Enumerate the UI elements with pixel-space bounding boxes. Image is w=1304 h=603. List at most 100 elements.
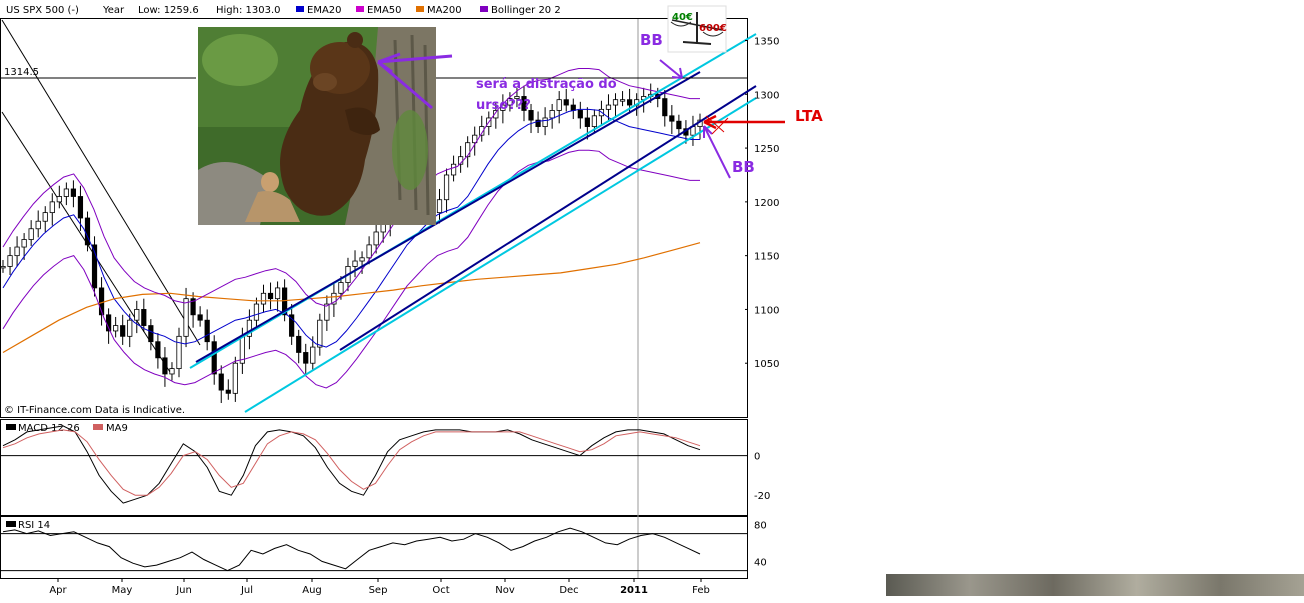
price-tick-label-5: 1300	[754, 90, 779, 101]
x-tick-label-1: May	[112, 585, 133, 596]
person-body	[245, 191, 300, 222]
price-axis: 1050 1100 1150 1200 1250 1300 1350	[745, 37, 779, 370]
candle-body-8	[56, 196, 62, 203]
candle-body-27	[190, 298, 196, 316]
bear-photo	[198, 27, 436, 225]
bb-bottom-label: BB	[732, 158, 755, 176]
rsi-legend-swatch	[6, 521, 16, 527]
candle-body-79	[556, 99, 562, 111]
bear-arm	[345, 107, 380, 135]
rsi-panel: 40 80	[1, 520, 767, 572]
ma200-line	[2, 242, 701, 354]
candle-body-3	[21, 239, 27, 248]
photo-strip	[886, 574, 1304, 596]
candle-body-21	[148, 325, 154, 343]
candle-body-46	[324, 303, 330, 321]
candle-body-37	[260, 292, 267, 305]
rsi-tick-label-0: 40	[754, 557, 767, 568]
candle-body-29	[204, 319, 210, 343]
candle-body-81	[570, 104, 576, 111]
candle-body-25	[176, 335, 182, 369]
downtrend-line-1	[1, 19, 201, 346]
channel-lower-light	[244, 97, 757, 413]
scale-left-value: 40€	[672, 12, 693, 23]
candle-body-40	[282, 287, 288, 316]
period-label: Year	[102, 5, 125, 16]
candle-body-43	[303, 352, 309, 364]
moss	[392, 110, 428, 190]
candle-body-95	[669, 115, 675, 122]
price-tick-label-0: 1050	[754, 359, 779, 370]
macd-tick-label-1: 0	[754, 452, 760, 463]
candle-body-35	[246, 319, 253, 337]
legend-swatch-0	[296, 6, 304, 12]
macd-panel: -20 0	[1, 425, 770, 504]
candle-body-77	[542, 117, 548, 127]
copyright-text: © IT-Finance.com Data is Indicative.	[4, 405, 185, 416]
bear-caption-line1: será a distração do	[476, 77, 617, 92]
candle-body-14	[98, 287, 105, 316]
price-tick-label-3: 1200	[754, 198, 779, 209]
bollinger-lower-line	[2, 149, 700, 389]
candle-body-94	[662, 98, 668, 117]
candle-body-13	[91, 244, 98, 289]
rsi-panel-frame	[0, 516, 748, 579]
rsi-panel-title: RSI 14	[18, 520, 50, 531]
candle-body-31	[218, 373, 224, 391]
ema20-line	[2, 108, 700, 348]
bear-ear	[347, 32, 363, 48]
candle-body-74	[521, 96, 527, 111]
candle-body-19	[134, 309, 140, 321]
candle-body-73	[514, 96, 520, 99]
foliage-highlight	[202, 34, 278, 86]
candle-body-22	[155, 341, 161, 359]
macd-legend-swatch	[6, 424, 16, 430]
low-label: Low: 1259.6	[138, 5, 199, 16]
trend-channels	[189, 33, 757, 413]
candle-body-76	[535, 119, 541, 127]
candle-body-88	[619, 99, 626, 102]
indicator-lines	[2, 68, 701, 389]
x-tick-label-5: Sep	[369, 585, 388, 596]
candle-body-36	[253, 303, 260, 321]
candle-body-9	[63, 188, 69, 197]
candle-body-62	[436, 199, 443, 214]
candle-body-50	[352, 260, 358, 267]
candle-body-89	[626, 99, 633, 106]
candle-body-78	[549, 110, 555, 119]
candle-body-23	[162, 357, 168, 375]
candle-body-38	[267, 292, 274, 300]
legend-label-0: EMA20	[307, 5, 342, 16]
chart-annotations: será a distração do urso??? BB BB LTA	[377, 31, 823, 179]
price-tick-label-6: 1350	[754, 37, 779, 48]
candle-body-45	[317, 319, 323, 348]
x-tick-label-9: 2011	[620, 585, 648, 596]
candle-body-86	[605, 104, 612, 110]
candle-body-0	[0, 266, 6, 269]
x-tick-label-0: Apr	[49, 585, 67, 596]
channel-lower-dark	[339, 85, 757, 351]
x-tick-label-4: Aug	[302, 585, 322, 596]
bear-caption-line2: urso???	[476, 98, 531, 113]
x-tick-label-10: Feb	[692, 585, 710, 596]
price-level-label: 1314.5	[4, 67, 39, 78]
candle-body-96	[676, 120, 682, 130]
legend-label-3: Bollinger 20 2	[491, 5, 561, 16]
ma9-legend-label: MA9	[106, 423, 128, 434]
candle-body-28	[197, 314, 203, 321]
legend-swatch-3	[480, 6, 488, 12]
candle-body-84	[591, 115, 597, 127]
candle-body-39	[274, 287, 281, 300]
rsi-line	[2, 527, 701, 572]
macd-panel-frame	[0, 419, 748, 516]
chart-header: US SPX 500 (-) Year Low: 1259.6 High: 13…	[6, 5, 561, 16]
candle-body-53	[373, 231, 379, 246]
candle-body-71	[500, 104, 506, 111]
candle-body-33	[232, 362, 238, 394]
candle-body-63	[443, 174, 450, 201]
ma9-legend-swatch	[93, 424, 103, 430]
lta-label: LTA	[795, 107, 823, 125]
candle-body-83	[584, 117, 590, 127]
x-tick-label-7: Nov	[495, 585, 515, 596]
